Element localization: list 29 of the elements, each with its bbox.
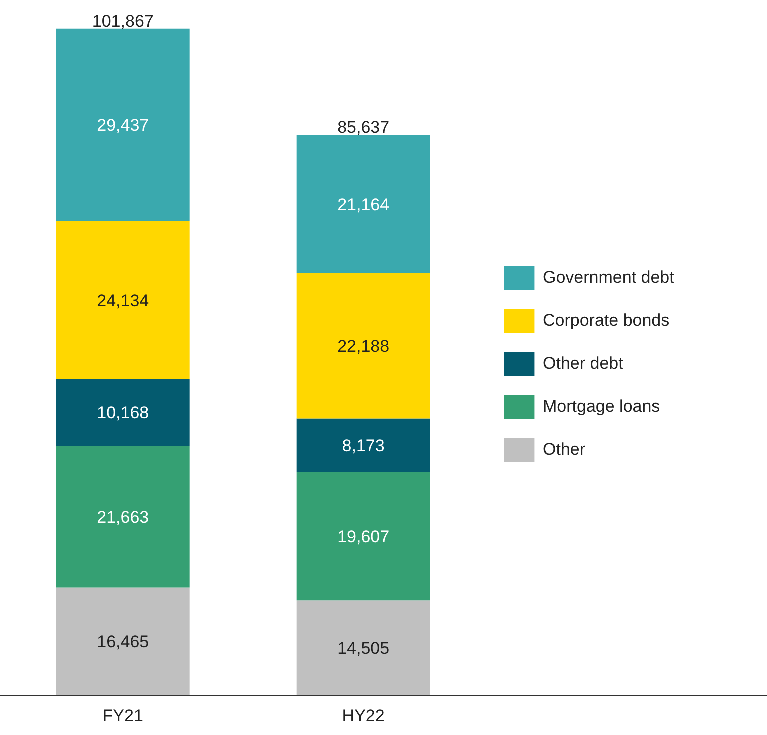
bar — [56, 588, 190, 696]
total-label: 85,637 — [338, 118, 390, 138]
bar — [56, 28, 190, 222]
data-label: 14,505 — [338, 639, 390, 658]
x-tick-label: HY22 — [342, 706, 385, 726]
data-label: 21,663 — [97, 508, 150, 527]
bar — [56, 221, 190, 380]
data-label: 29,437 — [97, 116, 150, 136]
data-label: 24,134 — [97, 291, 150, 310]
bar — [56, 446, 190, 588]
legend-label: Other — [543, 440, 586, 460]
legend-label: Other debt — [543, 354, 624, 374]
bar — [296, 600, 430, 696]
bar — [296, 274, 430, 419]
bar — [296, 135, 430, 274]
bar — [296, 472, 430, 601]
data-label: 10,168 — [97, 404, 150, 423]
bar — [296, 418, 430, 472]
data-label: 8,173 — [342, 436, 385, 456]
legend-label: Government debt — [543, 268, 674, 288]
legend-label: Mortgage loans — [543, 397, 660, 417]
bar — [56, 379, 190, 446]
x-tick-label: FY21 — [102, 706, 144, 726]
total-label: 101,867 — [92, 12, 154, 31]
data-label: 22,188 — [338, 337, 390, 356]
legend-label: Corporate bonds — [543, 311, 670, 331]
data-label: 16,465 — [97, 632, 150, 652]
data-label: 21,164 — [338, 195, 390, 214]
data-label: 19,607 — [338, 527, 390, 546]
